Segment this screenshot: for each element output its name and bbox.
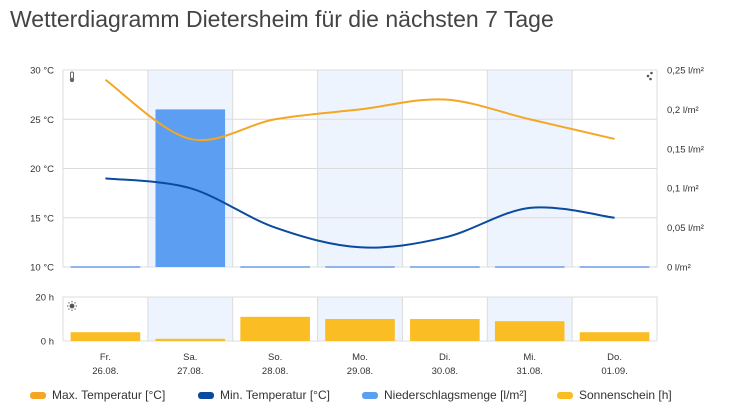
day-name-label: So. <box>268 352 282 363</box>
legend-item-precip[interactable]: Niederschlagsmenge [l/m²] <box>362 388 527 402</box>
sunshine-bar <box>410 319 480 341</box>
rain-drops-icon <box>646 71 653 81</box>
sunshine-bar <box>494 321 565 341</box>
legend-label-min-temp: Min. Temperatur [°C] <box>220 388 330 402</box>
sun-icon <box>67 301 77 311</box>
chart-title: Wetterdiagramm Dietersheim für die nächs… <box>10 6 554 32</box>
precip-tick-label: 0,15 l/m² <box>667 144 704 155</box>
line-layer <box>104 79 615 249</box>
day-name-label: Sa. <box>183 352 197 363</box>
day-date-label: 01.09. <box>601 366 627 377</box>
day-date-label: 26.08. <box>92 366 118 377</box>
precip-tick-label: 0,1 l/m² <box>667 184 699 195</box>
temp-tick-label: 20 °C <box>30 164 54 175</box>
temp-tick-label: 15 °C <box>30 213 54 224</box>
weather-chart: 10 °C 15 °C 20 °C 25 °C 30 °C 0 l/m² 0,05 l/m²… <box>30 66 704 378</box>
precip-bar <box>494 266 565 268</box>
legend-swatch-max-temp <box>30 391 46 399</box>
day-date-label: 30.08. <box>432 366 458 377</box>
chart-legend: Max. Temperatur [°C] Min. Temperatur [°C… <box>0 386 731 406</box>
day-date-label: 29.08. <box>347 366 373 377</box>
precip-tick-label: 0 l/m² <box>667 263 691 274</box>
day-name-label: Di. <box>439 352 451 363</box>
legend-item-sunshine[interactable]: Sonnenschein [h] <box>557 388 672 402</box>
temp-tick-label: 30 °C <box>30 66 54 77</box>
sunshine-bar <box>155 338 226 341</box>
thermometer-icon <box>69 71 75 83</box>
min-temp-line <box>105 177 615 249</box>
sunshine-bar <box>240 316 310 341</box>
legend-item-max-temp[interactable]: Max. Temperatur [°C] <box>30 388 165 402</box>
precip-bar <box>579 266 650 268</box>
sunshine-bar <box>70 332 141 341</box>
sunshine-bar <box>325 319 395 341</box>
precip-bar <box>70 266 141 268</box>
day-shade-bottom <box>147 297 233 341</box>
day-name-label: Do. <box>607 352 622 363</box>
day-date-label: 27.08. <box>177 366 203 377</box>
day-name-label: Fr. <box>100 352 111 363</box>
precip-bar <box>240 266 310 268</box>
max-temp-line <box>104 79 615 142</box>
legend-label-max-temp: Max. Temperatur [°C] <box>52 388 166 402</box>
legend-item-min-temp[interactable]: Min. Temperatur [°C] <box>198 388 330 402</box>
legend-swatch-precip <box>362 391 378 399</box>
icon-layer <box>67 71 653 311</box>
legend-label-precip: Niederschlagsmenge [l/m²] <box>384 388 527 402</box>
legend-swatch-sunshine <box>557 391 573 399</box>
temp-tick-label: 10 °C <box>30 263 54 274</box>
day-name-label: Mo. <box>352 352 368 363</box>
sunshine-bar <box>579 332 650 341</box>
precip-bar <box>325 266 395 268</box>
precip-tick-label: 0,05 l/m² <box>667 223 704 234</box>
sun-tick-label: 0 h <box>41 337 54 348</box>
temp-tick-label: 25 °C <box>30 115 54 126</box>
sun-tick-label: 20 h <box>36 293 55 304</box>
precip-tick-label: 0,2 l/m² <box>667 105 699 116</box>
label-layer: 10 °C 15 °C 20 °C 25 °C 30 °C 0 l/m² 0,05 l/m²… <box>30 66 704 378</box>
day-date-label: 28.08. <box>262 366 288 377</box>
precip-bar <box>410 266 480 268</box>
day-name-label: Mi. <box>523 352 536 363</box>
day-date-label: 31.08. <box>517 366 543 377</box>
legend-swatch-min-temp <box>198 391 214 399</box>
legend-label-sunshine: Sonnenschein [h] <box>579 388 672 402</box>
precip-tick-label: 0,25 l/m² <box>667 66 704 77</box>
